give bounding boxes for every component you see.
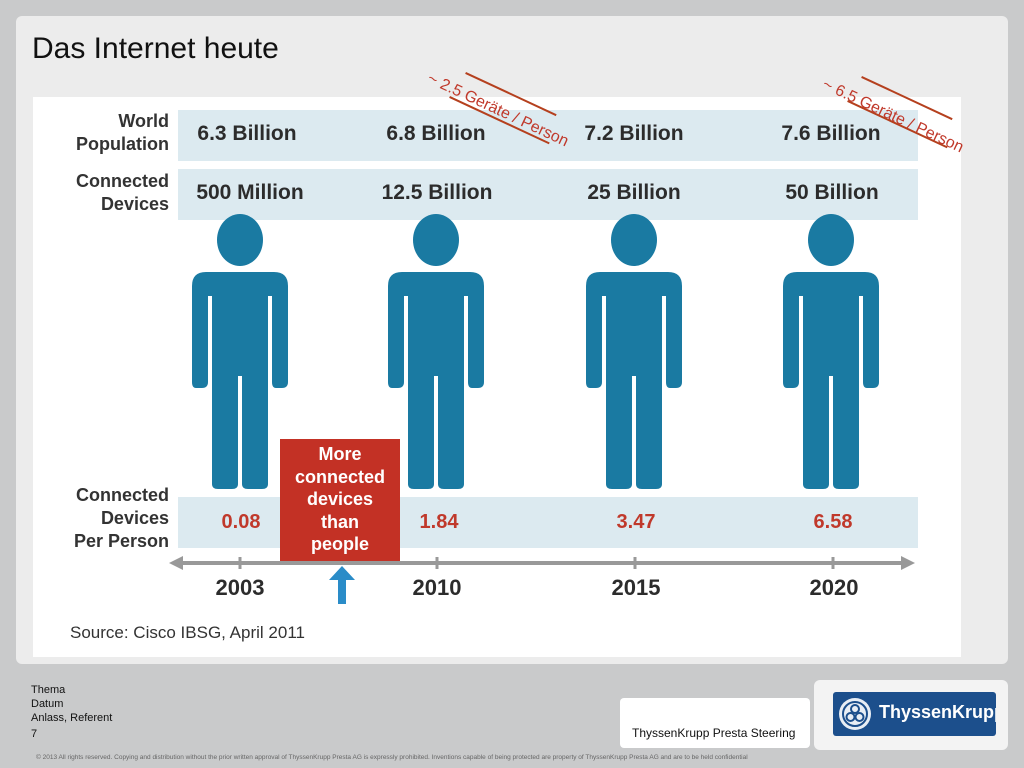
per-person-2015: 3.47 xyxy=(616,511,656,533)
devices-2020: 50 Billion xyxy=(785,181,879,204)
person-figure-2020 xyxy=(783,214,879,489)
timeline-arrow xyxy=(169,556,915,570)
population-2003: 6.3 Billion xyxy=(197,122,297,145)
footer-date: Datum xyxy=(31,698,64,710)
footer-company-box: ThyssenKrupp Presta Steering xyxy=(620,698,810,748)
row-label-devices-per-person: Connected Devices Per Person xyxy=(73,485,169,551)
thyssenkrupp-emblem-icon xyxy=(839,698,871,730)
row-label-connected-devices: Connected Devices xyxy=(75,171,169,214)
person-icon xyxy=(192,214,288,489)
per-person-2010: 1.84 xyxy=(419,511,459,533)
up-arrow-icon xyxy=(329,566,355,604)
per-person-2003: 0.08 xyxy=(221,511,261,533)
year-2015: 2015 xyxy=(611,575,661,600)
footer-topic: Thema xyxy=(31,684,66,696)
footer-meta: Thema Datum Anlass, Referent xyxy=(31,683,112,725)
logo-panel: ThyssenKrupp xyxy=(814,680,1008,750)
devices-2003: 500 Million xyxy=(196,181,304,204)
person-figure-2010 xyxy=(388,214,484,489)
company-name: ThyssenKrupp Presta Steering xyxy=(632,726,796,740)
thyssenkrupp-logo: ThyssenKrupp xyxy=(833,692,996,736)
more-devices-than-people-callout: More connected devices than people xyxy=(280,439,400,561)
footer-occasion: Anlass, Referent xyxy=(31,712,113,724)
population-2015: 7.2 Billion xyxy=(584,122,684,145)
logo-text: ThyssenKrupp xyxy=(879,702,996,722)
page-number: 7 xyxy=(31,728,38,740)
slide-title: Das Internet heute xyxy=(32,32,279,65)
devices-2010: 12.5 Billion xyxy=(381,181,493,204)
source-note: Source: Cisco IBSG, April 2011 xyxy=(70,623,305,642)
year-2003: 2003 xyxy=(215,575,265,600)
row-label-world-population: World Population xyxy=(76,111,169,154)
person-icon xyxy=(388,214,484,489)
population-band xyxy=(178,110,918,161)
infographic: World Population Connected Devices Conne… xyxy=(33,97,961,657)
person-icon xyxy=(586,214,682,489)
person-figure-2015 xyxy=(586,214,682,489)
copyright-notice: © 2013 All rights reserved. Copying and … xyxy=(36,754,748,761)
population-2020: 7.6 Billion xyxy=(781,122,881,145)
devices-2015: 25 Billion xyxy=(587,181,681,204)
person-figure-2003 xyxy=(192,214,288,489)
person-icon xyxy=(783,214,879,489)
per-person-2020: 6.58 xyxy=(813,511,853,533)
year-2010: 2010 xyxy=(412,575,462,600)
year-2020: 2020 xyxy=(809,575,859,600)
devices-band xyxy=(178,169,918,220)
population-2010: 6.8 Billion xyxy=(386,122,486,145)
